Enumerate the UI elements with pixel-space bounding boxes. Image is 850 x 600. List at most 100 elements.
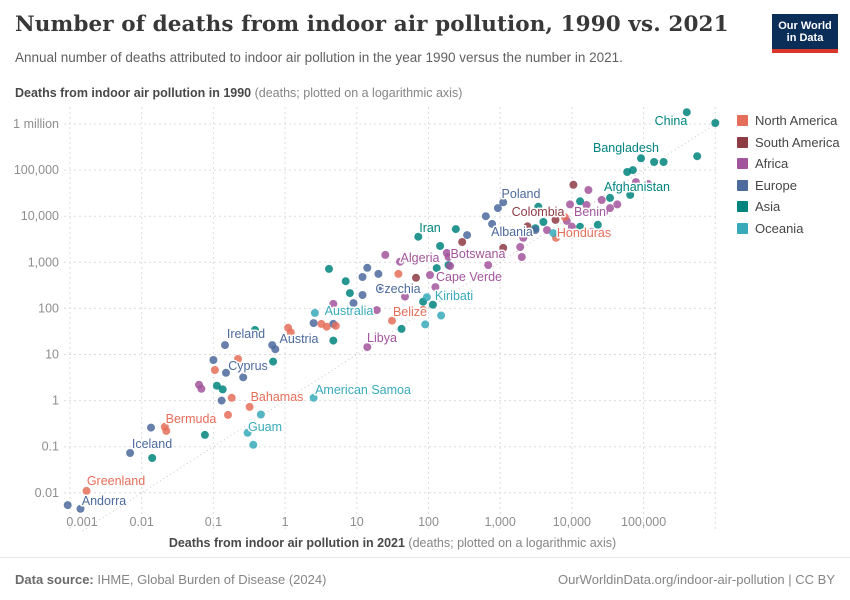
data-point[interactable] (481, 212, 490, 221)
data-point[interactable] (251, 326, 259, 334)
legend-item-north-america[interactable]: North America (737, 110, 840, 132)
data-point[interactable] (493, 204, 502, 213)
data-point[interactable] (499, 243, 508, 252)
data-point-iceland[interactable] (126, 449, 135, 457)
data-point[interactable] (519, 233, 528, 242)
data-point-bangladesh[interactable] (650, 158, 659, 166)
data-point[interactable] (349, 299, 358, 308)
data-point[interactable] (227, 393, 236, 402)
scatter-plot-area[interactable]: 0.001 0.01 0.1 1 10 100 1,000 10,000 100,000 0.01… (0, 0, 850, 557)
data-point-afghanistan[interactable] (626, 190, 635, 199)
data-point[interactable] (212, 381, 221, 390)
data-point[interactable] (523, 222, 532, 231)
data-point[interactable] (249, 440, 258, 449)
data-point[interactable] (419, 305, 428, 314)
data-point-belize[interactable] (388, 316, 396, 325)
data-point-china[interactable] (682, 108, 691, 117)
data-point[interactable] (587, 227, 596, 236)
legend-item-oceania[interactable]: Oceania (737, 218, 840, 240)
data-point[interactable] (566, 200, 574, 209)
data-point[interactable] (363, 263, 372, 272)
data-point[interactable] (286, 328, 295, 337)
data-point-algeria[interactable] (396, 257, 404, 266)
data-point[interactable] (576, 222, 585, 231)
data-point[interactable] (309, 319, 318, 328)
data-point-poland[interactable] (499, 198, 508, 207)
data-point[interactable] (549, 229, 558, 238)
data-point[interactable] (631, 178, 640, 187)
data-point[interactable] (539, 218, 548, 226)
data-point[interactable] (613, 200, 622, 209)
data-point[interactable] (76, 504, 85, 513)
data-point[interactable] (606, 204, 614, 213)
data-point[interactable] (431, 283, 440, 292)
data-point[interactable] (428, 300, 437, 309)
data-point[interactable] (516, 243, 525, 251)
data-point[interactable] (325, 264, 333, 273)
data-point-czechia[interactable] (375, 283, 384, 292)
data-point-colombia[interactable] (551, 215, 560, 224)
data-point[interactable] (209, 356, 218, 364)
data-point[interactable] (222, 368, 230, 377)
data-point[interactable] (234, 355, 242, 363)
data-point[interactable] (218, 385, 227, 394)
data-point[interactable] (374, 269, 383, 278)
data-point[interactable] (432, 264, 441, 273)
data-point[interactable] (197, 384, 206, 393)
data-point[interactable] (162, 426, 171, 435)
data-point[interactable] (358, 273, 367, 281)
data-point[interactable] (488, 219, 497, 228)
data-point[interactable] (659, 158, 668, 166)
data-point-libya[interactable] (363, 343, 372, 352)
data-point-andorra[interactable] (63, 501, 72, 510)
data-point[interactable] (517, 253, 526, 261)
data-point[interactable] (569, 180, 578, 189)
data-point-botswana[interactable] (444, 253, 453, 261)
data-point[interactable] (341, 277, 350, 286)
data-point-guam[interactable] (243, 428, 252, 437)
legend-item-africa[interactable]: Africa (737, 153, 840, 175)
data-point[interactable] (421, 320, 430, 329)
data-point[interactable] (381, 250, 390, 259)
data-point[interactable] (597, 196, 606, 204)
data-point[interactable] (256, 410, 265, 419)
data-point[interactable] (329, 299, 338, 308)
data-point[interactable] (606, 193, 614, 202)
data-point-albania[interactable] (531, 226, 540, 235)
data-point[interactable] (372, 306, 381, 315)
data-point[interactable] (397, 324, 406, 333)
data-point[interactable] (451, 225, 460, 234)
data-point[interactable] (644, 180, 652, 188)
data-point[interactable] (446, 262, 455, 270)
data-point[interactable] (593, 220, 602, 229)
data-point[interactable] (711, 119, 720, 127)
data-point-benin[interactable] (600, 208, 608, 217)
data-point[interactable] (345, 289, 354, 298)
data-point[interactable] (584, 186, 593, 194)
data-point[interactable] (331, 321, 340, 330)
data-point[interactable] (269, 357, 278, 366)
legend-item-south-america[interactable]: South America (737, 132, 840, 154)
data-point[interactable] (394, 269, 403, 278)
data-point[interactable] (148, 454, 157, 462)
data-point[interactable] (628, 166, 637, 175)
data-point-iran[interactable] (414, 232, 423, 241)
data-point[interactable] (210, 366, 219, 374)
data-point[interactable] (637, 154, 645, 163)
data-point[interactable] (271, 345, 280, 354)
data-point[interactable] (561, 213, 569, 222)
data-point[interactable] (329, 336, 338, 345)
data-point-american-samoa[interactable] (309, 393, 318, 402)
data-point[interactable] (534, 202, 543, 211)
data-point[interactable] (147, 423, 155, 432)
data-point[interactable] (322, 322, 331, 331)
data-point-cyprus[interactable] (239, 373, 248, 382)
data-point[interactable] (436, 242, 445, 250)
data-point[interactable] (401, 292, 409, 301)
legend-item-europe[interactable]: Europe (737, 175, 840, 197)
data-point[interactable] (217, 396, 226, 405)
data-point[interactable] (576, 197, 585, 206)
data-point[interactable] (463, 231, 472, 240)
data-point[interactable] (693, 152, 702, 161)
data-point[interactable] (567, 222, 576, 231)
